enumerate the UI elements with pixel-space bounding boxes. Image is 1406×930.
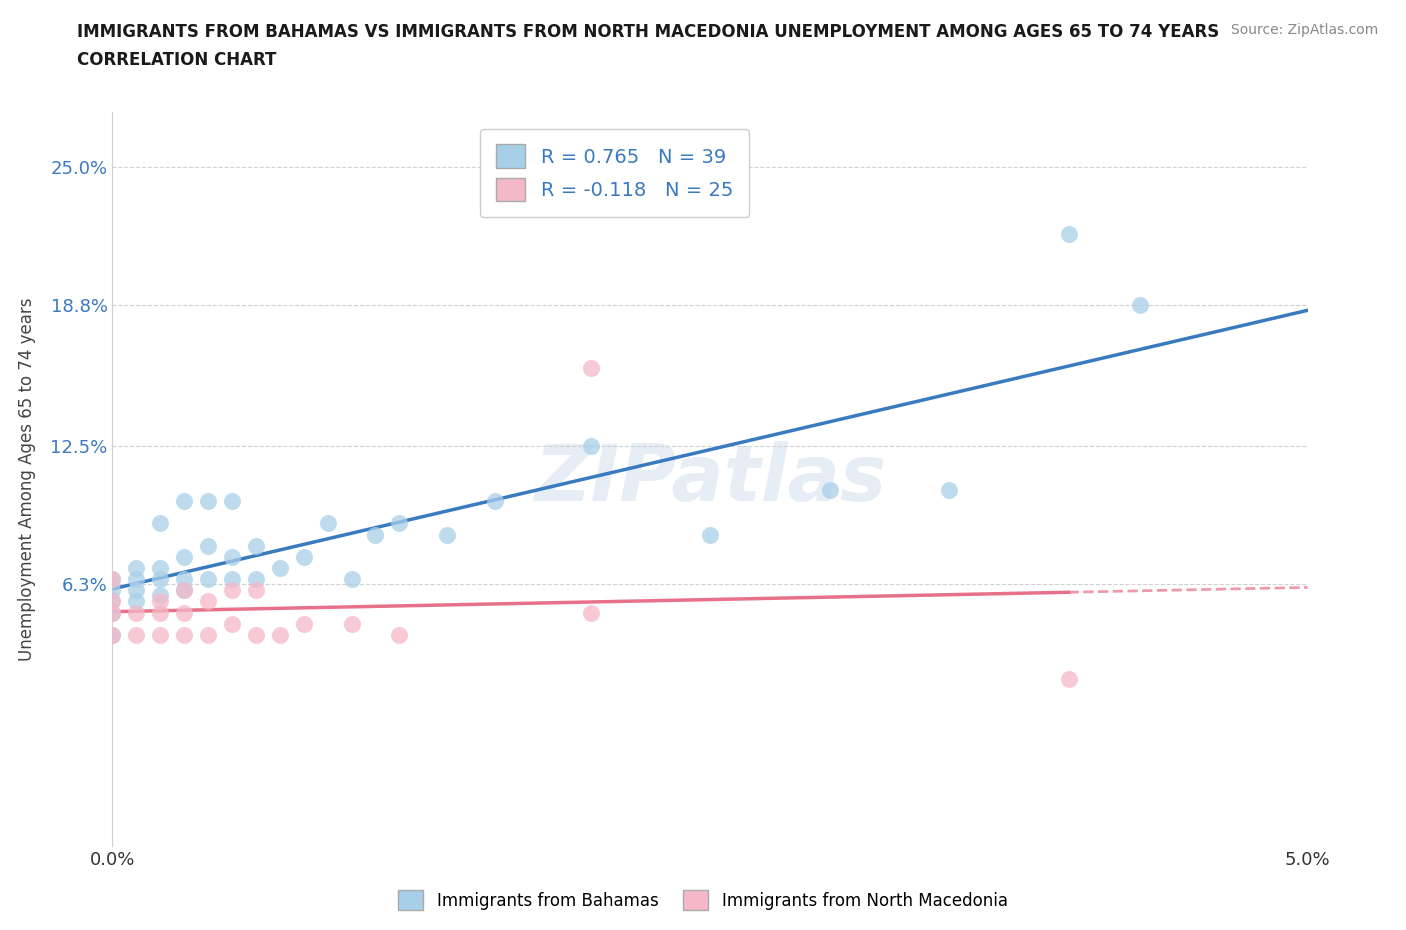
Point bbox=[316, 516, 339, 531]
Point bbox=[149, 572, 172, 587]
Point bbox=[173, 583, 195, 598]
Point bbox=[221, 583, 243, 598]
Point bbox=[245, 538, 267, 553]
Point bbox=[197, 572, 219, 587]
Text: ZIPatlas: ZIPatlas bbox=[534, 441, 886, 517]
Point bbox=[173, 605, 195, 620]
Point bbox=[197, 494, 219, 509]
Text: IMMIGRANTS FROM BAHAMAS VS IMMIGRANTS FROM NORTH MACEDONIA UNEMPLOYMENT AMONG AG: IMMIGRANTS FROM BAHAMAS VS IMMIGRANTS FR… bbox=[77, 23, 1219, 41]
Point bbox=[269, 561, 291, 576]
Y-axis label: Unemployment Among Ages 65 to 74 years: Unemployment Among Ages 65 to 74 years bbox=[18, 298, 37, 660]
Point bbox=[101, 628, 124, 643]
Point bbox=[484, 494, 506, 509]
Point bbox=[101, 594, 124, 609]
Point bbox=[245, 583, 267, 598]
Point bbox=[245, 572, 267, 587]
Point bbox=[149, 605, 172, 620]
Point bbox=[173, 583, 195, 598]
Point bbox=[149, 628, 172, 643]
Point bbox=[173, 550, 195, 565]
Point bbox=[1057, 671, 1080, 686]
Point bbox=[221, 572, 243, 587]
Point bbox=[149, 587, 172, 602]
Point bbox=[101, 605, 124, 620]
Point bbox=[269, 628, 291, 643]
Point bbox=[221, 617, 243, 631]
Point bbox=[292, 550, 315, 565]
Point bbox=[125, 572, 148, 587]
Point bbox=[340, 572, 363, 587]
Point bbox=[173, 572, 195, 587]
Point bbox=[292, 617, 315, 631]
Point bbox=[818, 483, 841, 498]
Legend: R = 0.765   N = 39, R = -0.118   N = 25: R = 0.765 N = 39, R = -0.118 N = 25 bbox=[481, 128, 748, 217]
Point bbox=[245, 628, 267, 643]
Point bbox=[125, 583, 148, 598]
Point bbox=[197, 594, 219, 609]
Point bbox=[340, 617, 363, 631]
Point bbox=[699, 527, 721, 542]
Point bbox=[173, 628, 195, 643]
Point bbox=[101, 594, 124, 609]
Point bbox=[125, 561, 148, 576]
Point bbox=[101, 605, 124, 620]
Text: CORRELATION CHART: CORRELATION CHART bbox=[77, 51, 277, 69]
Point bbox=[388, 628, 411, 643]
Point bbox=[221, 550, 243, 565]
Point bbox=[197, 628, 219, 643]
Point bbox=[579, 438, 602, 453]
Legend: Immigrants from Bahamas, Immigrants from North Macedonia: Immigrants from Bahamas, Immigrants from… bbox=[392, 884, 1014, 917]
Point bbox=[221, 494, 243, 509]
Point bbox=[1129, 298, 1152, 312]
Point bbox=[197, 538, 219, 553]
Point bbox=[388, 516, 411, 531]
Point bbox=[125, 594, 148, 609]
Point bbox=[1057, 227, 1080, 242]
Point bbox=[149, 594, 172, 609]
Point bbox=[101, 572, 124, 587]
Point bbox=[101, 583, 124, 598]
Point bbox=[149, 561, 172, 576]
Point bbox=[436, 527, 458, 542]
Point bbox=[101, 628, 124, 643]
Point bbox=[125, 628, 148, 643]
Point bbox=[579, 605, 602, 620]
Text: Source: ZipAtlas.com: Source: ZipAtlas.com bbox=[1230, 23, 1378, 37]
Point bbox=[938, 483, 960, 498]
Point bbox=[149, 516, 172, 531]
Point bbox=[173, 494, 195, 509]
Point bbox=[579, 360, 602, 375]
Point bbox=[125, 605, 148, 620]
Point bbox=[364, 527, 387, 542]
Point bbox=[101, 572, 124, 587]
